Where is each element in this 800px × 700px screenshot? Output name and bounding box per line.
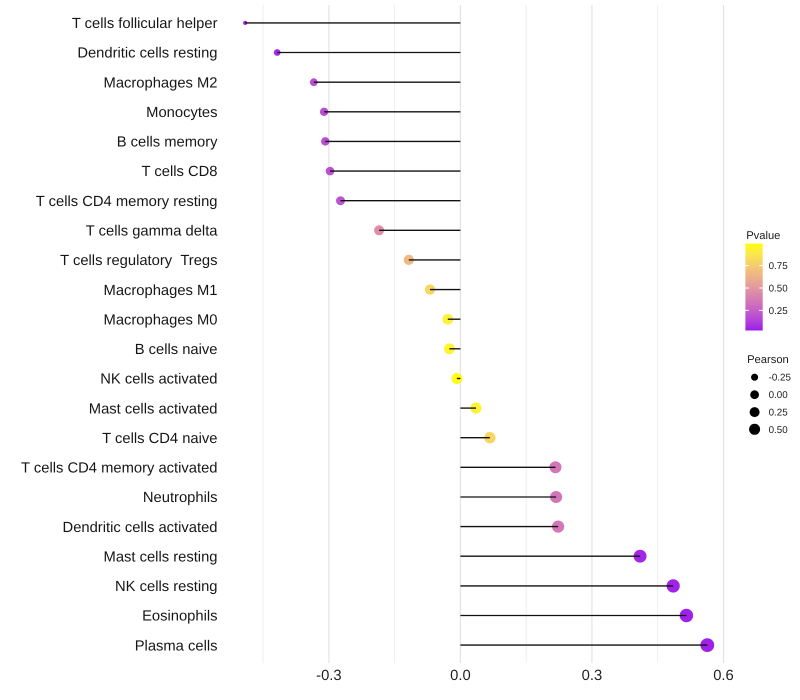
svg-text:Dendritic cells activated: Dendritic cells activated [63, 520, 218, 536]
svg-text:B cells naive: B cells naive [135, 342, 218, 358]
svg-text:Mast cells resting: Mast cells resting [104, 549, 218, 565]
svg-text:T cells CD8: T cells CD8 [142, 164, 218, 180]
svg-text:0.0: 0.0 [450, 668, 471, 684]
svg-text:Pearson: Pearson [747, 354, 789, 366]
svg-text:0.6: 0.6 [713, 668, 734, 684]
svg-text:T cells regulatory Tregs: T cells regulatory Tregs [60, 253, 217, 269]
svg-text:Macrophages M2: Macrophages M2 [104, 75, 218, 91]
svg-text:Macrophages M1: Macrophages M1 [104, 283, 218, 299]
svg-text:B cells memory: B cells memory [117, 135, 218, 151]
svg-text:T cells CD4 memory activated: T cells CD4 memory activated [21, 461, 217, 477]
svg-text:T cells CD4 memory resting: T cells CD4 memory resting [36, 194, 218, 210]
svg-text:0.00: 0.00 [769, 390, 789, 401]
svg-text:NK cells resting: NK cells resting [115, 579, 217, 595]
svg-text:T cells gamma delta: T cells gamma delta [86, 224, 219, 240]
svg-text:0.50: 0.50 [769, 284, 789, 295]
svg-text:-0.3: -0.3 [316, 668, 342, 684]
svg-text:T cells CD4 naive: T cells CD4 naive [102, 431, 217, 447]
svg-text:0.25: 0.25 [769, 408, 789, 419]
svg-text:NK cells activated: NK cells activated [100, 372, 217, 388]
svg-text:0.25: 0.25 [769, 306, 789, 317]
svg-text:0.75: 0.75 [769, 261, 789, 272]
svg-text:T cells follicular helper: T cells follicular helper [72, 16, 218, 32]
svg-text:-0.25: -0.25 [769, 373, 792, 384]
svg-text:Plasma cells: Plasma cells [135, 638, 218, 654]
svg-text:0.50: 0.50 [769, 425, 789, 436]
svg-text:Pvalue: Pvalue [746, 230, 780, 242]
svg-text:Monocytes: Monocytes [146, 105, 217, 121]
svg-text:Mast cells activated: Mast cells activated [89, 401, 218, 417]
svg-text:0.3: 0.3 [582, 668, 603, 684]
svg-text:Dendritic cells resting: Dendritic cells resting [77, 46, 217, 62]
svg-text:Neutrophils: Neutrophils [143, 490, 218, 506]
svg-text:Eosinophils: Eosinophils [142, 609, 217, 625]
svg-text:Macrophages M0: Macrophages M0 [104, 312, 218, 328]
